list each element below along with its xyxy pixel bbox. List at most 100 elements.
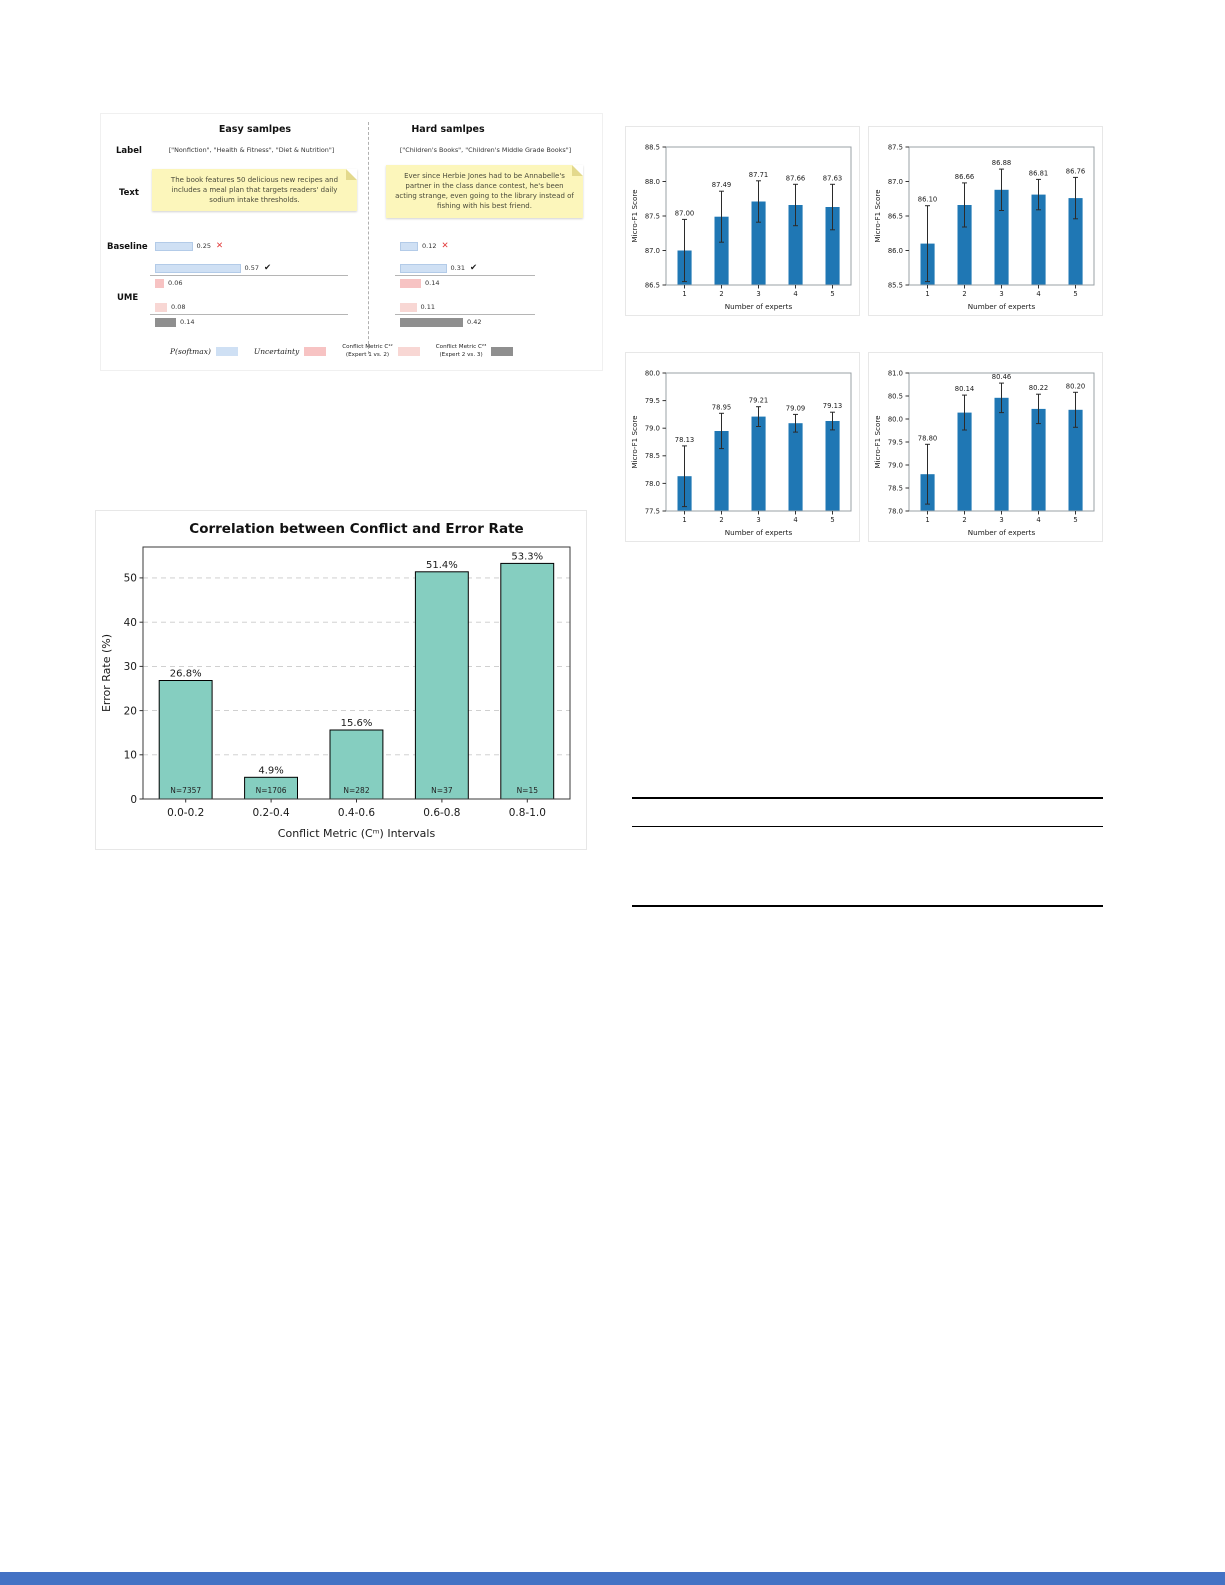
bar-n-label: N=282: [343, 786, 369, 795]
error-bar: [925, 205, 930, 283]
x-tick-label: 1: [925, 290, 929, 298]
bar-value: 0.06: [168, 279, 183, 287]
x-tick-label: 2: [962, 516, 966, 524]
row-label-ume: UME: [117, 293, 139, 303]
bar-value-label: 87.00: [675, 209, 694, 217]
bar-value-label: 79.13: [823, 402, 842, 410]
bar-value-label: 51.4%: [426, 560, 458, 571]
y-tick-label: 79.0: [888, 461, 903, 469]
conflict_error-svg: 0 10 20 30 40 50 26.8% N=7357 0.0-0.2 4.9% N=1706 0…: [100, 521, 571, 840]
hard-ume-conflict23-row: 0.42: [400, 317, 481, 327]
bar-value-label: 86.88: [992, 159, 1011, 167]
y-tick-label: 79.5: [888, 438, 903, 446]
mini-axis-line: [395, 275, 535, 276]
bar-value: 0.08: [171, 303, 186, 311]
x-axis-label: Number of experts: [725, 528, 793, 537]
error-bar: [962, 182, 967, 228]
y-tick-label: 20: [124, 705, 137, 717]
bar-value: 0.11: [420, 303, 435, 311]
bar-value-label: 87.66: [786, 174, 805, 182]
x-tick-label: 0.0-0.2: [167, 807, 204, 819]
x-tick-label: 1: [682, 290, 686, 298]
bottom-blue-bar: [0, 1572, 1225, 1585]
bar: [1068, 409, 1083, 511]
easy-baseline-bar-row: 0.25 ✕: [155, 241, 223, 251]
error-bar: [682, 445, 687, 508]
bar-value-label: 87.49: [712, 181, 731, 189]
x-tick-label: 5: [1073, 290, 1077, 298]
y-tick-label: 87.0: [888, 178, 903, 186]
error-bar: [1073, 391, 1078, 428]
expert-chart-bottom-right: 78.0 78.5 79.0 79.5 80.0 80.5 81.0 78.80 1 80.14 2…: [868, 352, 1103, 542]
bar-value-label: 87.71: [749, 171, 768, 179]
y-axis-label: Micro-F1 Score: [873, 189, 882, 243]
error-bar: [925, 443, 930, 505]
bar-value-label: 86.66: [955, 173, 974, 181]
bar: [994, 189, 1009, 285]
easy-ume-conflict23-row: 0.14: [155, 317, 194, 327]
legend-item-uncertainty: Uncertainty: [254, 347, 327, 357]
bar-value: 0.57: [244, 264, 259, 272]
x-axis-label: Number of experts: [725, 302, 793, 311]
error-bar: [793, 183, 798, 227]
conflict12-bar: [155, 302, 167, 312]
bar: [825, 207, 840, 285]
y-tick-label: 88.5: [645, 143, 660, 151]
bar: [1031, 194, 1046, 285]
softmax-bar: [400, 263, 447, 273]
error-bar: [1036, 393, 1041, 425]
y-tick-label: 10: [124, 750, 137, 762]
y-axis-label: Micro-F1 Score: [630, 189, 639, 243]
hard-samples-header: Hard samlpes: [411, 124, 485, 135]
bar-n-label: N=15: [517, 786, 539, 795]
legend-item-conflict23: Conflict Metric C²³ (Expert 2 vs. 3): [436, 344, 514, 359]
x-tick-label: 1: [925, 516, 929, 524]
legend-swatch: [304, 347, 327, 357]
y-tick-label: 78.0: [645, 480, 660, 488]
y-axis-label: Micro-F1 Score: [630, 415, 639, 469]
bar: [1031, 408, 1046, 511]
table-mid-rule: [632, 826, 1103, 827]
x-tick-label: 3: [756, 516, 760, 524]
y-tick-label: 40: [124, 617, 137, 629]
bar-value: 0.31: [450, 264, 465, 272]
softmax-bar: [400, 241, 418, 251]
x-tick-label: 3: [756, 290, 760, 298]
y-tick-label: 78.5: [888, 484, 903, 492]
experts_d-svg: 78.0 78.5 79.0 79.5 80.0 80.5 81.0 78.80 1 80.14 2…: [873, 369, 1095, 537]
y-tick-label: 86.5: [645, 281, 660, 289]
y-axis-label: Micro-F1 Score: [873, 415, 882, 469]
column-divider: [368, 122, 369, 354]
x-tick-label: 0.8-1.0: [509, 807, 546, 819]
x-tick-label: 5: [830, 516, 834, 524]
bar-value: 0.14: [425, 279, 440, 287]
bar-n-label: N=7357: [170, 786, 201, 795]
bar-value: 0.12: [422, 242, 437, 250]
y-tick-label: 86.0: [888, 247, 903, 255]
mini-axis-line: [150, 314, 348, 315]
x-tick-label: 4: [1036, 290, 1040, 298]
legend-item-conflict12: Conflict Metric C¹² (Expert 1 vs. 2): [342, 344, 420, 359]
bar-value-label: 26.8%: [170, 669, 202, 680]
bar: [714, 216, 729, 285]
mini-axis-line: [395, 314, 535, 315]
sample-diagram-legend: P(softmax) Uncertainty Conflict Metric C…: [170, 344, 514, 359]
mini-axis-line: [150, 275, 348, 276]
y-tick-label: 87.5: [645, 212, 660, 220]
bar-value: 0.25: [196, 242, 211, 250]
x-tick-label: 3: [999, 516, 1003, 524]
x-tick-label: 2: [719, 516, 723, 524]
bar: [994, 397, 1009, 511]
easy-ume-conflict12-row: 0.08: [155, 302, 185, 312]
y-tick-label: 30: [124, 661, 137, 673]
legend-label: P(softmax): [170, 347, 211, 357]
x-tick-label: 1: [682, 516, 686, 524]
table-bottom-rule: [632, 905, 1103, 907]
legend-item-softmax: P(softmax): [170, 347, 238, 357]
error-bar: [830, 183, 835, 231]
y-tick-label: 80.0: [888, 415, 903, 423]
experts_b-svg: 85.5 86.0 86.5 87.0 87.5 86.10 1 86.66 2 86.88 3 86…: [873, 143, 1095, 311]
bar-value: 0.14: [180, 318, 195, 326]
error-bar: [1073, 176, 1078, 220]
